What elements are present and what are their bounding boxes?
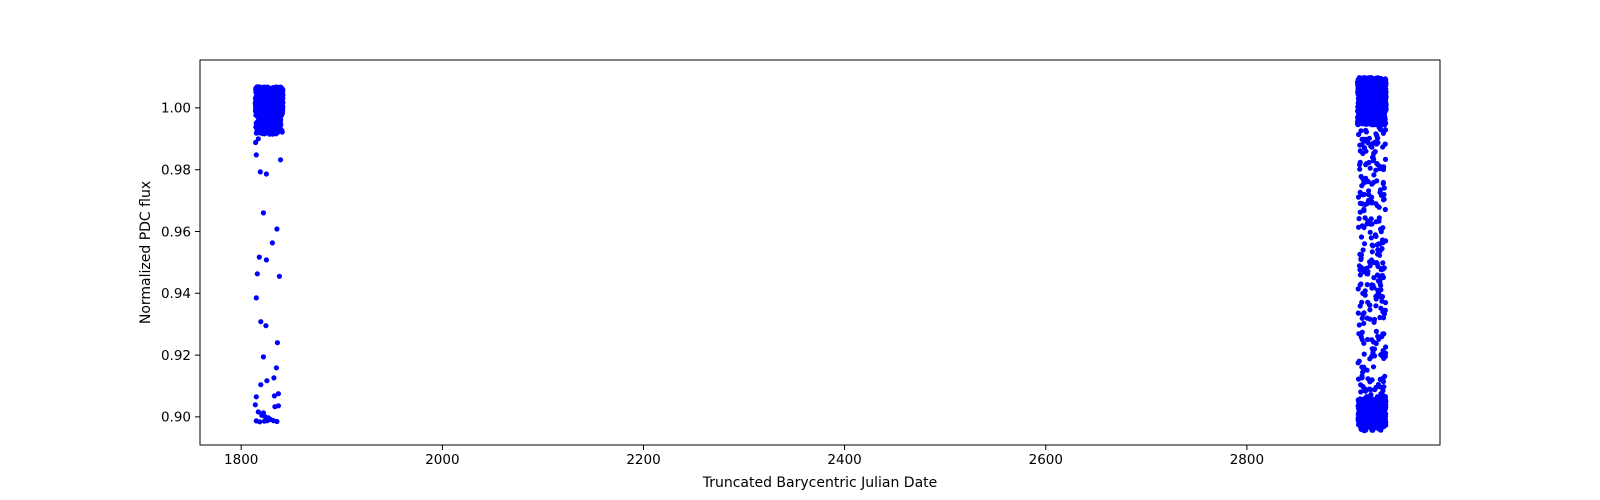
y-tick-label: 0.92 [161, 348, 191, 364]
y-tick-label: 0.94 [161, 286, 191, 302]
axis-tick-marks [195, 107, 1248, 450]
scatter-points [252, 75, 1389, 434]
flux-data-points [252, 75, 1389, 434]
y-tick-label: 0.98 [161, 163, 191, 179]
x-tick-label: 2600 [1029, 452, 1063, 468]
x-tick-label: 2800 [1230, 452, 1264, 468]
plot-area-border [199, 59, 1441, 446]
y-tick-label: 1.00 [161, 101, 191, 117]
x-tick-label: 2000 [425, 452, 459, 468]
axis-tick-labels: 1800 2000 2200 2400 2600 2800 0.90 0.92 0.94 0.96… [161, 101, 1264, 468]
x-axis-label: Truncated Barycentric Julian Date [702, 475, 938, 491]
y-tick-label: 0.90 [161, 410, 191, 426]
x-tick-label: 2200 [626, 452, 660, 468]
y-tick-label: 0.96 [161, 224, 191, 240]
x-tick-label: 1800 [224, 452, 258, 468]
x-tick-label: 2400 [827, 452, 861, 468]
y-axis-label: Normalized PDC flux [138, 181, 154, 324]
